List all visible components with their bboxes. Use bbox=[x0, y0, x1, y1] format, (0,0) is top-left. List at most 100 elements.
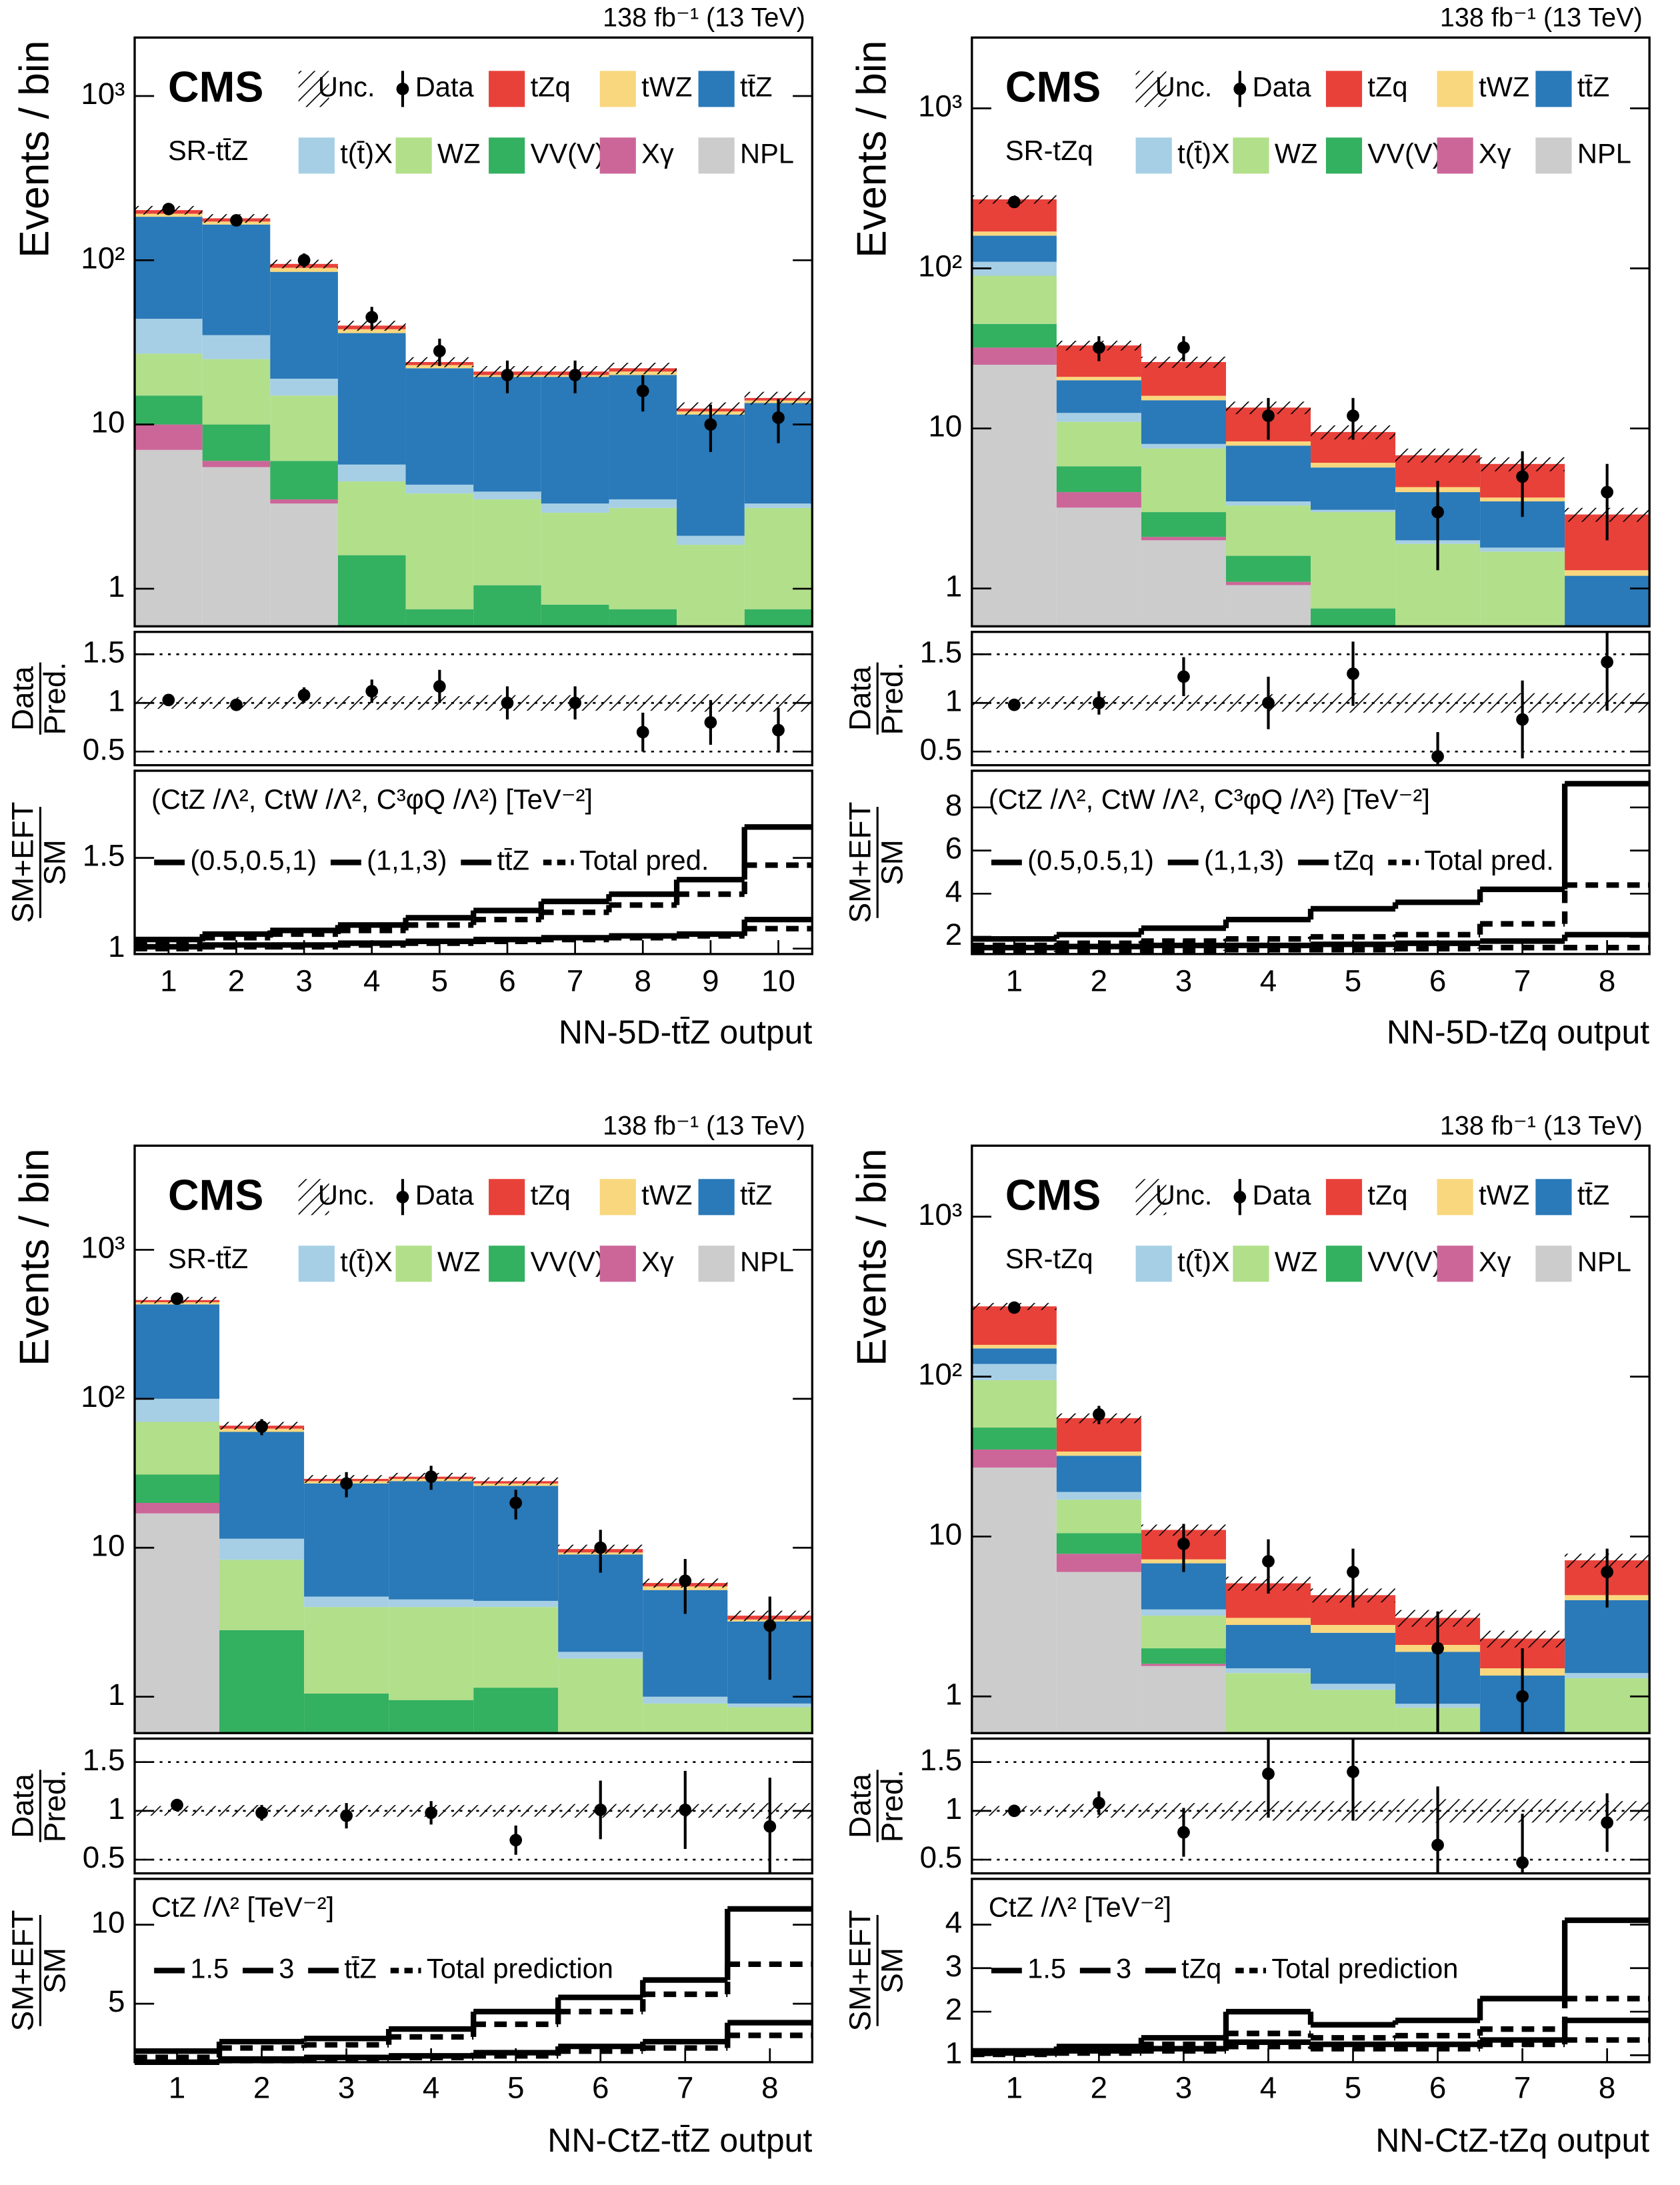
stack-segment bbox=[473, 1688, 559, 1734]
stack-segment bbox=[1056, 1533, 1141, 1554]
legend-data-marker bbox=[396, 83, 409, 95]
region-label: SR-tt̄Z bbox=[168, 1243, 248, 1274]
data-point bbox=[425, 1470, 438, 1484]
stack-segment bbox=[219, 1630, 305, 1734]
x-tick-label: 3 bbox=[295, 964, 312, 998]
y-tick-label: 10³ bbox=[81, 77, 125, 111]
eft-header: CtZ /Λ² [TeV⁻²] bbox=[989, 1892, 1171, 1923]
ratio-point bbox=[1431, 750, 1444, 763]
stack-segment bbox=[971, 1344, 1057, 1349]
legend-swatch bbox=[698, 1246, 735, 1282]
stack-segment bbox=[1565, 1673, 1650, 1678]
uncertainty-band bbox=[1395, 448, 1481, 463]
experiment-label: CMS bbox=[1005, 1171, 1101, 1219]
legend-swatch bbox=[489, 137, 525, 174]
uncertainty-band bbox=[1141, 356, 1226, 368]
stack-segment bbox=[643, 1703, 728, 1734]
ratio-point bbox=[230, 698, 243, 711]
x-axis-label: NN-5D-tt̄Z output bbox=[559, 1013, 813, 1051]
legend-label: Xγ bbox=[641, 1246, 674, 1277]
ratio-point bbox=[569, 696, 582, 709]
legend-swatch bbox=[599, 1246, 636, 1282]
data-point bbox=[1093, 341, 1105, 354]
stack-segment bbox=[202, 335, 271, 359]
experiment-label: CMS bbox=[168, 63, 263, 111]
x-axis-label: NN-CtZ-tZq output bbox=[1375, 2122, 1649, 2159]
data-point bbox=[569, 369, 582, 381]
data-point bbox=[763, 1619, 777, 1632]
data-point bbox=[1177, 1538, 1190, 1550]
stack-segment bbox=[337, 333, 406, 465]
y-tick-label: 10 bbox=[91, 1906, 125, 1940]
ratio-uncertainty-band bbox=[473, 1805, 559, 1817]
stack-segment bbox=[1225, 1673, 1311, 1734]
stack-segment bbox=[135, 1398, 220, 1422]
axis-label: SM bbox=[37, 1948, 71, 1994]
x-tick-label: 8 bbox=[1599, 2071, 1615, 2105]
uncertainty-band bbox=[1480, 1630, 1565, 1648]
data-point bbox=[636, 384, 649, 397]
stack-segment bbox=[1225, 1618, 1311, 1626]
data-point bbox=[501, 369, 514, 381]
data-point bbox=[1347, 409, 1359, 422]
stack-segment bbox=[1311, 467, 1396, 510]
ratio-point bbox=[1516, 713, 1529, 726]
y-tick-label: 0.5 bbox=[920, 1840, 963, 1874]
axis-label: SM bbox=[37, 839, 71, 885]
stack-segment bbox=[971, 347, 1057, 365]
axes-frame bbox=[971, 36, 1651, 628]
legend-label: tt̄Z bbox=[1577, 1179, 1610, 1210]
stack-segment bbox=[744, 609, 813, 627]
stack-segment bbox=[270, 378, 338, 396]
y-tick-label: 6 bbox=[945, 831, 962, 865]
stack-segment bbox=[202, 467, 271, 627]
legend-label: tZq bbox=[1334, 844, 1374, 875]
stack-segment bbox=[473, 585, 541, 627]
stack-segment bbox=[1141, 512, 1226, 537]
stack-segment bbox=[270, 395, 338, 461]
stack-segment bbox=[304, 1607, 389, 1694]
y-tick-label: 1 bbox=[108, 929, 125, 963]
stack-segment bbox=[135, 1474, 220, 1504]
x-tick-label: 2 bbox=[1091, 964, 1107, 998]
x-tick-label: 5 bbox=[1345, 964, 1361, 998]
ratio-point bbox=[772, 723, 785, 737]
lumi-label: 138 fb⁻¹ (13 TeV) bbox=[1440, 1112, 1643, 1141]
legend-label: tWZ bbox=[1479, 71, 1529, 102]
data-point bbox=[1601, 485, 1614, 499]
stack-segment bbox=[1141, 1616, 1226, 1649]
ratio-point bbox=[1093, 1796, 1105, 1810]
data-point bbox=[679, 1574, 692, 1588]
stack-segment bbox=[744, 507, 813, 609]
stack-segment bbox=[1225, 441, 1311, 446]
stack-segment bbox=[1565, 1678, 1650, 1734]
x-tick-label: 4 bbox=[1260, 964, 1277, 998]
x-tick-label: 3 bbox=[1175, 964, 1192, 998]
stack-segment bbox=[1141, 1648, 1226, 1664]
axis-label: Data bbox=[843, 1774, 877, 1838]
legend-label: Unc. bbox=[1155, 71, 1213, 102]
stack-segment bbox=[1311, 608, 1396, 627]
stack-segment bbox=[1141, 540, 1226, 627]
legend-label: t(t̄)X bbox=[340, 137, 393, 169]
x-tick-label: 1 bbox=[169, 2071, 185, 2105]
stack-segment bbox=[1225, 581, 1311, 585]
stack-segment bbox=[1480, 551, 1565, 627]
ratio-point bbox=[1347, 1765, 1359, 1778]
ratio-point bbox=[255, 1806, 268, 1820]
ratio-point bbox=[297, 689, 311, 701]
ratio-point bbox=[1008, 698, 1021, 711]
axis-label: Events / bin bbox=[849, 40, 895, 257]
stack-segment bbox=[270, 461, 338, 499]
legend-label: 1.5 bbox=[1027, 1952, 1066, 1984]
y-tick-label: 1 bbox=[945, 2036, 962, 2070]
ratio-point bbox=[1601, 655, 1614, 669]
x-tick-label: 3 bbox=[1175, 2071, 1192, 2105]
stack-segment bbox=[270, 267, 338, 272]
y-tick-label: 1.5 bbox=[920, 1743, 963, 1777]
y-tick-label: 1 bbox=[108, 1678, 125, 1712]
y-tick-label: 0.5 bbox=[83, 732, 125, 766]
y-tick-label: 1 bbox=[945, 1677, 962, 1711]
legend-swatch bbox=[1325, 1179, 1363, 1216]
stack-segment bbox=[135, 449, 203, 627]
